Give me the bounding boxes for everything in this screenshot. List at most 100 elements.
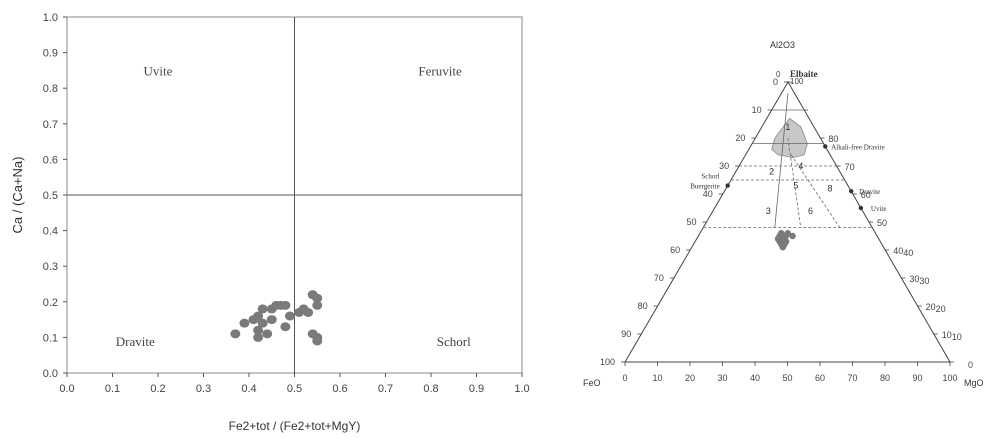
left-edge-tick-label: 50 [686,217,696,227]
end-member-dot [725,183,730,188]
data-point [312,300,323,310]
y-tick-label: 1.0 [43,12,58,24]
data-point [239,318,250,328]
right-edge-tick-label: 10 [942,330,952,340]
ternary-chart: 0010102020303040405050606070708080909010… [583,40,984,388]
data-point [253,325,264,335]
end-member-dot [848,189,854,194]
data-point [789,232,796,240]
x-tick-label: 0.5 [287,383,302,395]
left-edge-tick-label: 100 [600,357,615,367]
ca-vs-fe-scatter-chart: 0.0 0.1 0.2 0.3 0.4 0.5 0.6 0.7 0.8 0.9 1.0 0.0 0.1 0… [10,12,530,433]
apex-label-mgo: MgO [964,378,984,388]
left-edge-tick-label: 20 [735,133,745,143]
x-tick-label: 0.2 [150,383,165,395]
x-axis-label: Fe2+tot / (Fe2+tot+MgY) [229,419,361,433]
data-point [253,332,264,342]
data-point [284,311,295,321]
data-point [253,311,264,321]
y-tick-label: 0.1 [43,332,58,344]
data-point [280,322,291,332]
outer-right-tick-label: 40 [903,248,913,258]
left-edge-tick-label: 90 [621,329,631,339]
y-tick-label: 0.9 [43,48,58,60]
right-edge-tick-label: 70 [845,162,855,172]
y-tick-label: 0.4 [43,226,58,238]
apex-label-feo: FeO [583,378,601,388]
outer-right-tick-label: 0 [968,360,973,370]
x-tick-label: 0.3 [196,383,211,395]
end-member-label: Alkali-free Dravite [831,143,884,151]
field-number: 2 [769,167,774,177]
x-tick-label: 0.4 [241,383,256,395]
data-point [257,304,268,314]
field-label: Schorl [437,334,471,349]
bottom-edge-tick-label: 60 [815,373,825,383]
x-tick-label: 0.7 [378,383,393,395]
field-number: 3 [766,206,771,216]
x-tick-label: 1.0 [514,383,529,395]
x-tick-label: 0.1 [105,383,120,395]
apex-label-elbaite: Elbaite [790,69,818,79]
data-point [312,336,323,346]
y-tick-label: 0.8 [43,83,58,95]
field-label: Feruvite [418,63,462,78]
field-number: 8 [828,183,833,193]
outer-right-tick-label: 30 [919,276,929,286]
left-edge-tick-label: 10 [752,105,762,115]
right-edge-tick-label: 80 [828,134,838,144]
data-point [779,244,787,251]
data-point [230,329,241,339]
y-tick-label: 0.7 [43,119,58,131]
apex-label-al2o3: Al2O3 [770,40,795,50]
bottom-edge-tick-label: 10 [652,373,662,383]
end-member-dot [823,144,828,149]
outer-right-tick-label: 10 [952,332,962,342]
right-edge-tick-label: 60 [861,190,871,200]
x-tick-label: 0.0 [59,383,74,395]
right-edge-tick-label: 40 [893,246,903,256]
left-edge-tick-label: 30 [719,161,729,171]
bottom-edge-tick-label: 80 [880,373,890,383]
y-tick-label: 0.3 [43,261,58,273]
y-tick-label: 0.6 [43,154,58,166]
bottom-edge-tick-label: 50 [782,373,792,383]
left-edge-tick-label: 0 [773,77,778,87]
left-edge-tick-label: 70 [654,273,664,283]
elbaite-shaded-field [771,117,808,159]
data-point [280,300,291,310]
y-tick-label: 0.2 [43,297,58,309]
end-member-label: Buergerite [690,183,719,191]
x-tick-label: 0.6 [332,383,347,395]
end-member-label: Dravite [859,188,880,196]
end-member-dot [858,205,864,211]
left-edge-tick-label: 80 [638,301,648,311]
data-point [312,293,323,303]
field-boundary [790,154,841,228]
right-edge-tick-label: 20 [926,302,936,312]
bottom-edge-tick-label: 0 [622,373,627,383]
field-label: Uvite [144,63,173,78]
bottom-edge-tick-label: 20 [685,373,695,383]
bottom-edge-tick-label: 40 [750,373,760,383]
data-point [262,329,273,339]
field-number: 6 [808,206,813,216]
y-tick-label: 0.5 [43,190,58,202]
data-point [257,318,268,328]
data-point [266,315,277,325]
field-boundary [774,93,789,228]
y-axis-label: Ca / (Ca+Na) [10,157,25,234]
x-tick-label: 0.9 [469,383,484,395]
y-tick-label: 0.0 [43,368,58,380]
right-edge-tick-label: 50 [877,218,887,228]
data-point [303,307,314,317]
bottom-edge-tick-label: 30 [717,373,727,383]
bottom-edge-tick-label: 100 [942,373,957,383]
apex-zero-label: 0 [776,70,781,79]
left-edge-tick-label: 40 [703,189,713,199]
x-tick-label: 0.8 [423,383,438,395]
field-label: Dravite [116,334,155,349]
field-number: 1 [785,122,790,132]
field-boundary [787,137,802,228]
outer-right-tick-label: 20 [936,304,946,314]
